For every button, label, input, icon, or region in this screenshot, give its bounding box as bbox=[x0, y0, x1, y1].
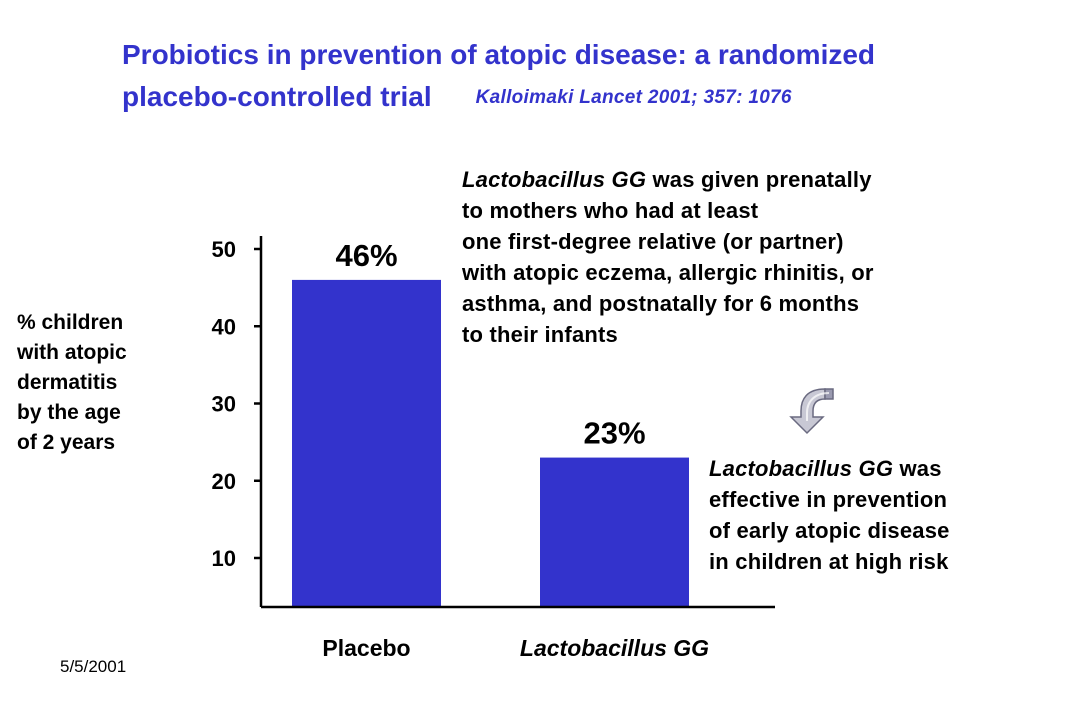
y-tick-label: 10 bbox=[212, 546, 236, 571]
organism-name: Lactobacillus GG bbox=[462, 167, 647, 192]
y-tick-label: 40 bbox=[212, 314, 236, 339]
bar bbox=[540, 457, 689, 607]
y-tick-label: 30 bbox=[212, 392, 236, 417]
study-description-line: one first-degree relative (or partner) bbox=[462, 229, 844, 254]
bar-value-label: 23% bbox=[583, 416, 645, 451]
title-line-1: Probiotics in prevention of atopic disea… bbox=[122, 39, 876, 70]
study-description-line: to mothers who had at least bbox=[462, 198, 759, 223]
bar bbox=[292, 279, 441, 607]
study-description-text: was given prenatally bbox=[646, 167, 872, 192]
x-tick-label: Placebo bbox=[322, 635, 410, 661]
curved-down-arrow-icon bbox=[789, 388, 834, 435]
study-description-line: with atopic eczema, allergic rhinitis, o… bbox=[462, 260, 874, 285]
conclusion: Lactobacillus GG was effective in preven… bbox=[709, 453, 1069, 577]
y-tick-label: 20 bbox=[212, 469, 236, 494]
study-description-line: Lactobacillus GG was given prenatally bbox=[462, 164, 1072, 195]
conclusion-line: in children at high risk bbox=[709, 549, 949, 574]
conclusion-line: of early atopic disease bbox=[709, 518, 950, 543]
y-axis-label-line: of 2 years bbox=[17, 431, 116, 454]
y-axis-label: % children with atopic dermatitis by the… bbox=[17, 308, 207, 458]
y-axis-label-line: by the age bbox=[17, 401, 121, 424]
footer-date: 5/5/2001 bbox=[60, 657, 127, 676]
slide-title: Probiotics in prevention of atopic disea… bbox=[122, 34, 1022, 119]
conclusion-text: was bbox=[893, 456, 942, 481]
study-description-line: to their infants bbox=[462, 322, 618, 347]
bar-value-label: 46% bbox=[335, 238, 397, 273]
title-line-2: placebo-controlled trial bbox=[122, 81, 432, 112]
study-description-line: asthma, and postnatally for 6 months bbox=[462, 291, 860, 316]
y-tick-label: 50 bbox=[212, 237, 236, 262]
x-tick-label: Lactobacillus GG bbox=[520, 635, 709, 661]
y-axis-label-line: with atopic bbox=[17, 341, 127, 364]
y-axis-label-line: % children bbox=[17, 311, 124, 334]
study-description: Lactobacillus GG was given prenatally to… bbox=[462, 164, 1072, 350]
conclusion-line: effective in prevention bbox=[709, 487, 948, 512]
conclusion-line: Lactobacillus GG was bbox=[709, 453, 1069, 484]
organism-name: Lactobacillus GG bbox=[709, 456, 894, 481]
y-axis-label-line: dermatitis bbox=[17, 371, 118, 394]
citation: Kalloimaki Lancet 2001; 357: 1076 bbox=[475, 87, 792, 108]
